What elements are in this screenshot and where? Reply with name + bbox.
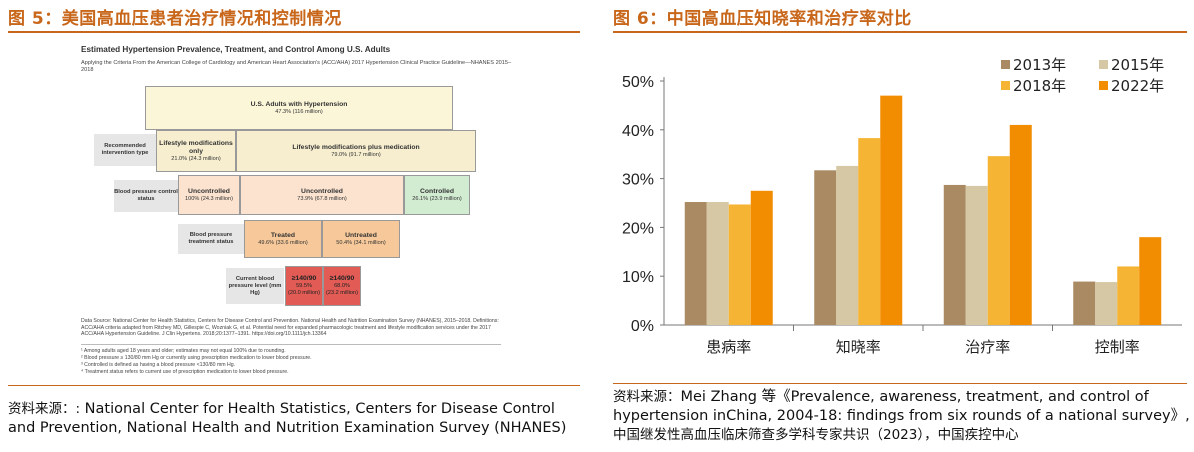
uncontrolled-a-title: Uncontrolled (188, 187, 230, 195)
bar-2018年-患病率 (728, 204, 751, 325)
footnote-4: ⁴ Treatment status refers to current use… (81, 369, 289, 375)
x-category-label: 知晓率 (836, 338, 881, 356)
bar-2022年-患病率 (750, 190, 773, 325)
bar-2018年-治疗率 (987, 156, 1010, 325)
treated-value: 49.6% (33.6 million) (258, 239, 308, 246)
footnote-divider (81, 344, 501, 345)
hypertension-flow-figure: Estimated Hypertension Prevalence, Treat… (8, 38, 580, 383)
right-source-line2: hypertension inChina, 2004-18: findings … (613, 408, 1190, 424)
untreated-box: Untreated 50.4% (34.1 million) (322, 220, 400, 258)
y-tick-label: 40% (622, 123, 654, 140)
uncontrolled-a-value: 100% (24.3 million) (185, 195, 233, 202)
left-title-rule (8, 31, 580, 33)
bar-2018年-控制率 (1117, 266, 1140, 325)
untreated-value: 50.4% (34.1 million) (336, 239, 386, 246)
y-tick-label: 20% (622, 220, 654, 237)
y-tick-label: 0% (631, 318, 654, 335)
bar-2018年-知晓率 (858, 138, 881, 325)
right-source-rule (613, 383, 1187, 384)
lifestyle-only-value: 21.0% (24.3 million) (171, 155, 221, 162)
legend-swatch (1099, 60, 1108, 69)
uncontrolled-b-title: Uncontrolled (301, 187, 343, 195)
lifestyle-only-title: Lifestyle modifications only (159, 139, 233, 155)
legend-swatch (1001, 60, 1010, 69)
bar-2013年-患病率 (684, 202, 707, 325)
bar-2013年-治疗率 (943, 184, 966, 325)
footnote-3: ³ Controlled is defined as having a bloo… (81, 362, 236, 368)
level-b-title: ≥140/90 (329, 275, 355, 282)
treated-title: Treated (270, 231, 296, 239)
untreated-title: Untreated (345, 231, 377, 239)
level-b-value: (23.2 million) (325, 290, 359, 296)
data-source-note: Data Source: National Center for Health … (81, 318, 499, 338)
right-source-line3: 中国继发性高血压临床筛查多学科专家共识（2023），中国疾控中心 (613, 427, 1019, 443)
left-source-rule (8, 385, 580, 386)
us-adults-title: U.S. Adults with Hypertension (250, 100, 348, 108)
us-adults-box: U.S. Adults with Hypertension 47.3% (116… (145, 86, 453, 130)
uncontrolled-b-value: 73.9% (67.8 million) (297, 195, 347, 202)
lifestyle-plus-title: Lifestyle modifications plus medication (292, 143, 420, 151)
left-source-text: National Center for Health Statistics, C… (8, 401, 567, 436)
y-tick-label: 10% (622, 269, 654, 286)
bp-level-label: Current blood pressure level (mm Hg) (226, 268, 284, 304)
level-a-title: ≥140/90 (291, 275, 317, 282)
figure-subtitle: Applying the Criteria From the American … (81, 60, 512, 73)
right-source-prefix: 资料来源： (613, 389, 681, 405)
x-category-label: 患病率 (706, 338, 751, 356)
bar-2015年-控制率 (1095, 282, 1118, 325)
lifestyle-plus-value: 79.0% (91.7 million) (331, 151, 381, 158)
bar-2022年-治疗率 (1009, 124, 1032, 325)
legend-swatch (1001, 81, 1010, 90)
intervention-label: Recommended intervention type (94, 134, 156, 166)
footnote-1: ¹ Among adults aged 18 years and older; … (81, 348, 286, 354)
footnote-2: ² Blood pressure ≥ 130/80 mm Hg or curre… (81, 355, 312, 361)
level-a-box: ≥140/90 59.5% (20.0 million) (285, 266, 323, 306)
legend-label: 2013年 (1013, 56, 1066, 74)
us-adults-value: 47.3% (116 million) (275, 108, 323, 115)
y-tick-label: 30% (622, 172, 654, 189)
left-source-prefix: 资料来源：: (8, 401, 81, 417)
y-tick-label: 50% (622, 74, 654, 91)
lifestyle-plus-box: Lifestyle modifications plus medication … (236, 130, 476, 172)
bar-2013年-控制率 (1073, 281, 1096, 325)
level-a-pct: 59.5% (296, 283, 312, 289)
right-source-line1: Mei Zhang 等《Prevalence, awareness, treat… (680, 389, 1149, 405)
controlled-value: 26.1% (23.9 million) (412, 195, 462, 202)
bar-2015年-治疗率 (965, 185, 988, 325)
level-b-box: ≥140/90 68.0% (23.2 million) (323, 266, 361, 306)
left-source: 资料来源：: National Center for Health Statis… (8, 400, 583, 438)
bar-2022年-控制率 (1139, 237, 1162, 325)
level-a-value: (20.0 million) (287, 290, 321, 296)
lifestyle-only-box: Lifestyle modifications only 21.0% (24.3… (156, 130, 236, 172)
right-title-rule (613, 31, 1187, 33)
legend-label: 2018年 (1013, 77, 1066, 95)
bar-2015年-知晓率 (836, 165, 859, 325)
legend-label: 2022年 (1111, 77, 1164, 95)
left-panel-title: 图 5：美国高血压患者治疗情况和控制情况 (8, 9, 342, 29)
treatment-status-label: Blood pressure treatment status (178, 224, 244, 254)
x-category-label: 治疗率 (965, 338, 1010, 356)
controlled-box: Controlled 26.1% (23.9 million) (404, 175, 470, 215)
control-status-label: Blood pressure control status (114, 180, 178, 212)
uncontrolled-b-box: Uncontrolled 73.9% (67.8 million) (240, 175, 404, 215)
controlled-title: Controlled (420, 187, 454, 195)
legend-label: 2015年 (1111, 56, 1164, 74)
x-category-label: 控制率 (1095, 338, 1140, 356)
treated-box: Treated 49.6% (33.6 million) (244, 220, 322, 258)
right-source: 资料来源：Mei Zhang 等《Prevalence, awareness, … (613, 388, 1191, 445)
awareness-treatment-chart: 0% 10% 20% 30% 40% 50% 患病率 知晓率 治疗率 控制率 2013年 2015年 2… (622, 56, 1182, 356)
uncontrolled-a-box: Uncontrolled 100% (24.3 million) (178, 175, 240, 215)
bar-2013年-知晓率 (814, 170, 837, 325)
bar-2022年-知晓率 (880, 95, 903, 325)
legend-swatch (1099, 81, 1108, 90)
right-panel-title: 图 6：中国高血压知晓率和治疗率对比 (613, 9, 912, 29)
level-b-pct: 68.0% (334, 283, 350, 289)
figure-title: Estimated Hypertension Prevalence, Treat… (81, 45, 391, 54)
bar-2015年-患病率 (706, 202, 729, 325)
